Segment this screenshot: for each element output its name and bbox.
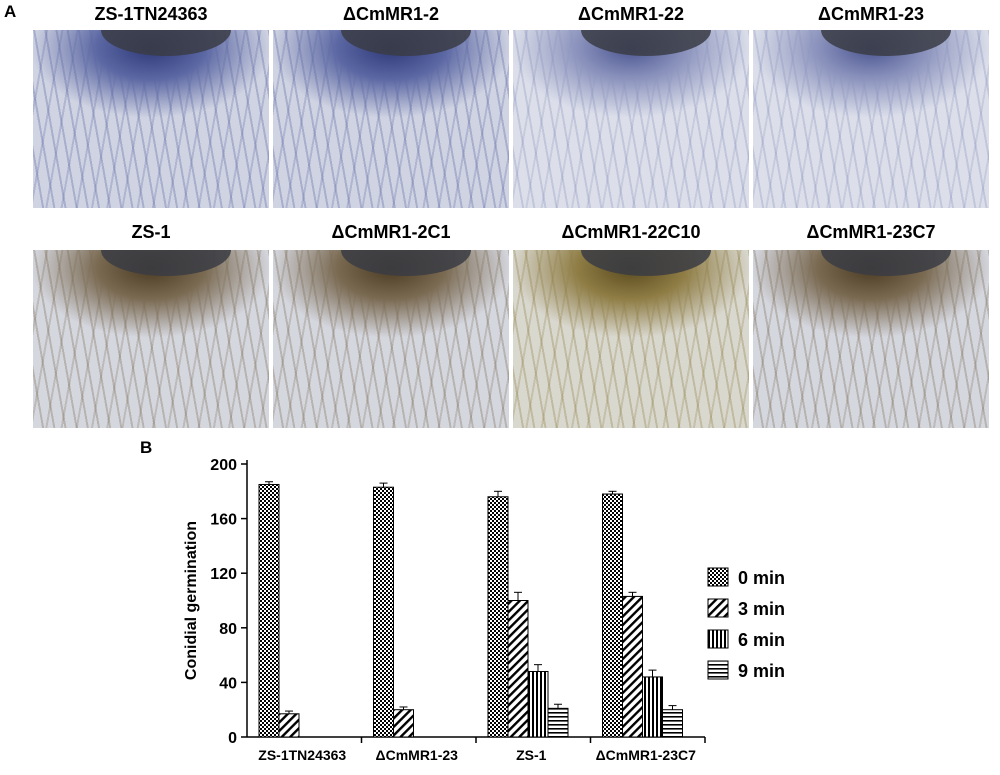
x-tick-label: ΔCmMR1-23C7 bbox=[596, 747, 697, 763]
photo-label: ΔCmMR1-22C10 bbox=[561, 222, 701, 242]
bar-vertical bbox=[642, 676, 663, 738]
legend-label: 9 min bbox=[738, 661, 785, 681]
bar-vertical bbox=[527, 670, 549, 738]
stain-pattern bbox=[753, 30, 989, 208]
legend-label: 3 min bbox=[738, 599, 785, 619]
y-tick-label: 80 bbox=[219, 621, 237, 638]
bar-diagonal bbox=[278, 713, 300, 738]
photo-label: ZS-1 bbox=[131, 222, 171, 242]
y-tick-label: 200 bbox=[210, 457, 237, 474]
colony-photo bbox=[33, 30, 269, 208]
bar-dots bbox=[602, 493, 623, 738]
bar-horizontal bbox=[547, 707, 569, 738]
photo-label: ΔCmMR1-2 bbox=[343, 4, 439, 24]
panel-b-letter: B bbox=[140, 438, 153, 457]
legend-swatch-vertical bbox=[707, 629, 729, 649]
photo-label: ΔCmMR1-23 bbox=[818, 4, 924, 24]
legend-label: 6 min bbox=[738, 630, 785, 650]
y-tick-label: 0 bbox=[228, 730, 237, 747]
photo-label: ΔCmMR1-22 bbox=[578, 4, 684, 24]
legend-swatch-diagonal bbox=[707, 598, 729, 618]
x-tick-label: ΔCmMR1-23 bbox=[376, 747, 459, 763]
legend-swatch-dots bbox=[707, 567, 729, 587]
colony-photo bbox=[273, 30, 509, 208]
bar-chart-svg: 0 40 80 120 160 200 Conidial germination ZS-1TN… bbox=[183, 457, 785, 763]
y-tick-label: 40 bbox=[219, 675, 237, 692]
bar-dots bbox=[258, 483, 280, 738]
colony-photo bbox=[513, 250, 749, 428]
panel-a-letter: A bbox=[4, 2, 17, 21]
photo-label: ΔCmMR1-2C1 bbox=[331, 222, 451, 242]
stain-pattern bbox=[273, 250, 509, 428]
bar-diagonal bbox=[393, 709, 414, 738]
bar-dots bbox=[487, 496, 509, 738]
stain-pattern bbox=[273, 30, 509, 208]
y-axis-label: Conidial germination bbox=[183, 521, 200, 680]
y-tick-label: 120 bbox=[210, 566, 237, 583]
y-tick-label: 160 bbox=[210, 512, 237, 529]
stain-pattern bbox=[33, 30, 269, 208]
x-tick-label: ZS-1TN24363 bbox=[258, 747, 346, 763]
stain-pattern bbox=[753, 250, 989, 428]
photo-label: ZS-1TN24363 bbox=[94, 4, 208, 24]
colony-photo bbox=[33, 250, 269, 428]
legend-label: 0 min bbox=[738, 568, 785, 588]
stain-pattern bbox=[513, 250, 749, 428]
bar-horizontal bbox=[662, 709, 683, 738]
bar-diagonal bbox=[622, 595, 643, 738]
legend-swatch-horizontal bbox=[707, 660, 729, 680]
stain-pattern bbox=[513, 30, 749, 208]
x-tick-label: ZS-1 bbox=[516, 747, 547, 763]
bar-chart: 0 40 80 120 160 200 Conidial germination ZS-1TN… bbox=[0, 440, 1000, 770]
photo-label: ΔCmMR1-23C7 bbox=[806, 222, 936, 242]
colony-photo bbox=[273, 250, 509, 428]
colony-photo bbox=[513, 30, 749, 208]
stain-pattern bbox=[33, 250, 269, 428]
colony-photo bbox=[753, 250, 989, 428]
colony-photo bbox=[753, 30, 989, 208]
bar-dots bbox=[373, 486, 394, 738]
bar-diagonal bbox=[507, 600, 529, 738]
